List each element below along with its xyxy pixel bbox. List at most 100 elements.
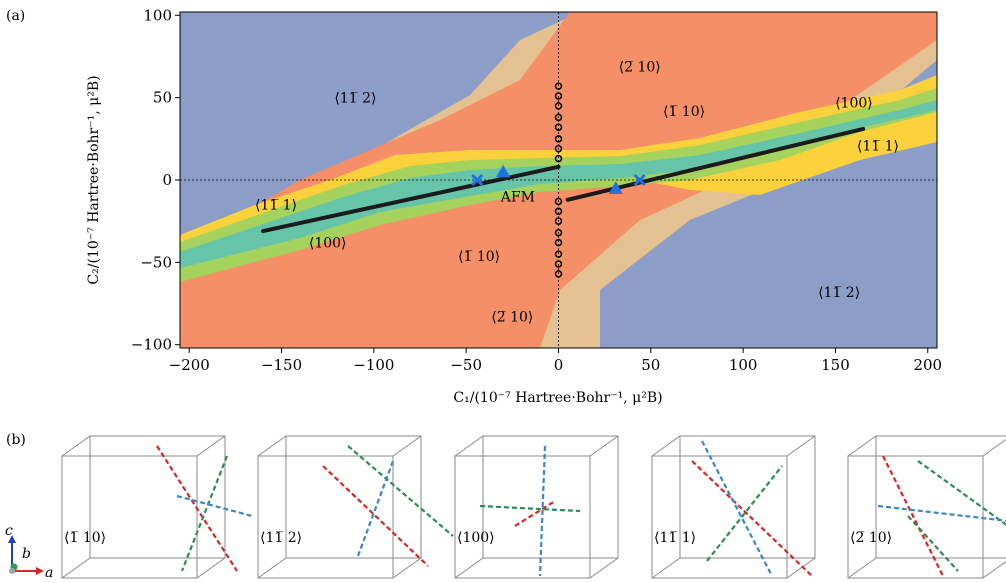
spin-chain-green	[180, 455, 229, 572]
box-front-face	[847, 455, 984, 579]
x-tick-label: −150	[261, 356, 302, 374]
box-edge	[61, 557, 91, 579]
spin-box-0: ⟨1̅ 10⟩	[61, 435, 253, 579]
box-edge	[196, 557, 226, 579]
y-tick-label: 50	[153, 89, 172, 107]
scan-point-9	[554, 207, 563, 216]
axis-triad: c b a	[5, 523, 53, 581]
x-tick-label: 50	[641, 356, 660, 374]
region-label-2: ⟨1̅ 10⟩	[663, 104, 705, 120]
spin-chain-red	[691, 460, 813, 577]
spin-chain-blue	[356, 460, 395, 557]
box-front-face	[454, 455, 591, 579]
box-edge	[454, 557, 484, 579]
spin-chain-green	[347, 445, 454, 537]
region-label-8: ⟨1̅ 10⟩	[458, 249, 500, 265]
scan-point-12	[554, 238, 563, 247]
x-marker-0	[471, 173, 484, 187]
c-axis-label: c	[5, 523, 13, 539]
spin-chain-red	[156, 445, 238, 572]
spin-config-boxes: ⟨1̅ 10⟩ ⟨11̅ 2⟩ ⟨100⟩ ⟨11̅ 1⟩ ⟨2̅ 10⟩	[61, 435, 1006, 579]
box-edge	[257, 435, 287, 457]
box-front-face	[651, 455, 788, 579]
spin-box-4: ⟨2̅ 10⟩	[847, 435, 1006, 579]
spin-box-3: ⟨11̅ 1⟩	[651, 435, 816, 579]
box-edge	[589, 435, 619, 457]
spin-box-2: ⟨100⟩	[454, 435, 619, 579]
panel-b-label: (b)	[6, 432, 26, 448]
scan-point-10	[554, 217, 563, 225]
spin-chain-green	[706, 465, 783, 562]
phase-diagram: ⟨11̅ 2⟩ ⟨2̅ 10⟩ ⟨1̅ 10⟩ ⟨100⟩ ⟨11̅ 1⟩ ⟨11̅ 1⟩…	[86, 6, 942, 406]
x-axis-label: C₁/(10⁻⁷ Hartree·Bohr⁻¹, μ²B)	[453, 390, 662, 406]
scan-point-7	[554, 154, 563, 163]
x-tick-label: 100	[729, 356, 758, 374]
x-tick-label: 0	[554, 356, 564, 374]
scan-point-0	[554, 82, 563, 90]
box-edge	[392, 557, 422, 579]
spin-chain-red	[322, 465, 429, 567]
box-edge	[392, 435, 422, 457]
box-edge	[982, 438, 1006, 457]
c-arrowhead	[8, 535, 16, 543]
y-tick-label: −50	[140, 253, 172, 271]
box-edge	[61, 435, 91, 457]
origin-dot	[9, 568, 15, 574]
spin-box-1: ⟨11̅ 2⟩	[257, 435, 454, 579]
a-arrowhead	[36, 567, 44, 575]
region-label-10: ⟨11̅ 2⟩	[818, 285, 860, 301]
region-label-3: ⟨100⟩	[835, 96, 873, 112]
triangle-marker-1	[608, 181, 623, 194]
box-label-1: ⟨11̅ 2⟩	[260, 530, 302, 546]
box-edge	[454, 435, 484, 457]
triangle-marker-0	[496, 164, 511, 178]
region-label-7: ⟨100⟩	[309, 236, 347, 252]
box-edge	[589, 557, 619, 579]
x-marker-1	[633, 173, 646, 187]
spin-chain-red	[882, 455, 944, 577]
box-front-face	[257, 455, 394, 579]
box-edge	[786, 435, 816, 457]
box-edge	[651, 557, 681, 579]
region-label-1: ⟨2̅ 10⟩	[619, 59, 661, 75]
y-ticks: −100 −50 0 50 100	[131, 6, 180, 354]
spin-chain-blue	[701, 440, 773, 577]
box-label-4: ⟨2̅ 10⟩	[850, 530, 892, 546]
box-edge	[982, 560, 1006, 579]
region-label-9: ⟨2̅ 10⟩	[491, 310, 533, 326]
region-label-0: ⟨11̅ 2⟩	[334, 91, 376, 107]
scan-point-1	[554, 92, 563, 100]
overlay-marks	[261, 82, 866, 278]
box-back-face	[875, 435, 1006, 559]
x-tick-label: −200	[169, 356, 210, 374]
y-axis-label: C₂/(10⁻⁷ Hartree·Bohr⁻¹, μ²B)	[86, 75, 102, 284]
scan-point-6	[554, 144, 563, 153]
spin-chain-green	[479, 504, 581, 513]
region-label-5: ⟨11̅ 1⟩	[255, 198, 297, 214]
scan-point-11	[554, 228, 563, 237]
box-label-2: ⟨100⟩	[457, 530, 495, 546]
box-back-face	[285, 435, 422, 559]
x-tick-label: 150	[821, 356, 850, 374]
scan-point-8	[554, 197, 563, 206]
box-edge	[847, 435, 877, 457]
x-marker-stroke	[633, 173, 646, 187]
scan-point-3	[554, 113, 563, 122]
box-back-face	[482, 435, 619, 559]
y-tick-label: 0	[162, 171, 172, 189]
x-tick-label: 200	[913, 356, 942, 374]
box-label-0: ⟨1̅ 10⟩	[64, 530, 106, 546]
region-label-4: ⟨11̅ 1⟩	[857, 138, 899, 154]
y-tick-label: 100	[143, 6, 172, 24]
spin-chain-green	[917, 460, 1006, 526]
region-labels: ⟨11̅ 2⟩ ⟨2̅ 10⟩ ⟨1̅ 10⟩ ⟨100⟩ ⟨11̅ 1⟩ ⟨11̅ 1⟩…	[255, 59, 899, 325]
box-edge	[786, 557, 816, 579]
box-edge	[196, 435, 226, 457]
y-tick-label: −100	[131, 336, 172, 354]
zero-guides	[180, 12, 937, 348]
x-marker-stroke	[471, 173, 484, 187]
region-label-6: AFM	[500, 189, 535, 205]
spin-chain-blue	[538, 445, 547, 577]
box-back-face	[89, 435, 226, 559]
scan-point-13	[554, 250, 563, 258]
